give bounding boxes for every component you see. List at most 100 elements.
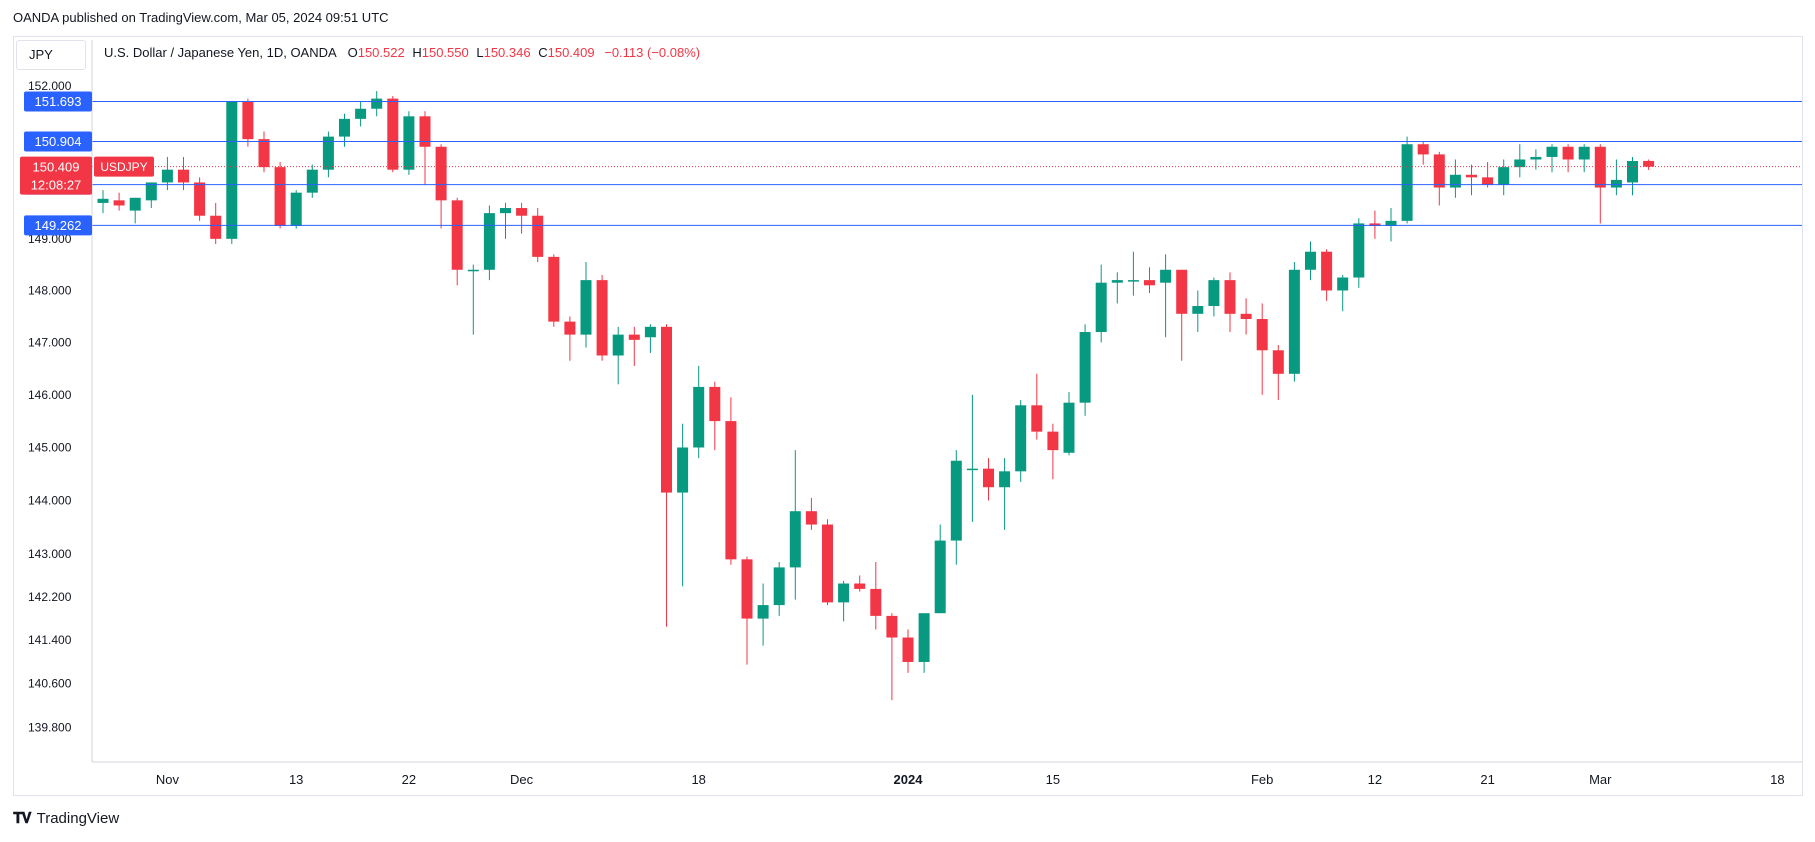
candle-body <box>1272 350 1284 374</box>
candle-body <box>210 215 222 239</box>
chart-frame <box>13 36 1803 796</box>
candle-body <box>1530 156 1542 160</box>
candle <box>290 190 302 229</box>
candle <box>1015 400 1027 482</box>
candle <box>1111 272 1123 304</box>
candle <box>1031 373 1043 440</box>
current-price-label: 150.409 <box>33 160 80 175</box>
candle <box>1369 210 1381 239</box>
legend-close-value: 150.409 <box>547 45 595 60</box>
x-tick-label: Feb <box>1251 772 1273 787</box>
candle-body <box>822 524 833 603</box>
candle <box>999 458 1011 530</box>
candle <box>1514 144 1526 178</box>
candle-body <box>1627 161 1638 183</box>
candle <box>886 613 898 701</box>
candle-body <box>789 511 801 568</box>
candle-body <box>500 208 511 214</box>
candle <box>741 556 753 665</box>
candle <box>1047 423 1059 480</box>
candle-body <box>1482 177 1494 185</box>
bar-countdown-label: 12:08:27 <box>31 178 82 193</box>
x-tick-label: Mar <box>1589 772 1612 787</box>
candle <box>451 197 463 286</box>
candle-body <box>1321 251 1333 291</box>
legend-open-label: O <box>347 45 358 60</box>
candle <box>1610 159 1622 196</box>
candle-body <box>1417 144 1429 155</box>
candle <box>210 202 222 244</box>
axis-layer: 152.000151.000150.000149.000148.000147.0… <box>28 40 1802 787</box>
candle <box>757 583 769 646</box>
candle <box>500 202 511 239</box>
candle-body <box>1401 144 1413 221</box>
candle <box>1353 218 1365 288</box>
candle <box>805 497 817 530</box>
candle-body <box>1562 146 1574 160</box>
y-tick-label: 141.400 <box>28 633 72 647</box>
candle-body <box>902 637 914 662</box>
candle-body <box>467 269 479 272</box>
candle <box>1594 144 1606 224</box>
level-price-tag <box>24 131 92 152</box>
symbol-tag-label: USDJPY <box>100 160 147 174</box>
x-tick-label: 18 <box>1770 772 1784 787</box>
candle <box>1337 274 1349 312</box>
y-tick-label: 142.200 <box>28 590 72 604</box>
candle-body <box>1079 332 1091 403</box>
candle-body <box>274 167 286 226</box>
candle <box>242 98 254 147</box>
candle-body <box>1176 269 1188 314</box>
candle-body <box>693 386 705 448</box>
symbol-search-box[interactable]: JPY <box>16 40 86 70</box>
candle <box>355 101 367 127</box>
candle-body <box>1643 160 1655 167</box>
candle-body <box>918 613 930 662</box>
y-tick-label: 148.000 <box>28 283 72 297</box>
legend-high-value: 150.550 <box>421 45 469 60</box>
candle-body <box>661 326 672 493</box>
candle-body <box>113 200 125 206</box>
footer-brand-text: TradingView <box>36 810 120 827</box>
candle-body <box>886 615 898 638</box>
candle-body <box>1353 223 1365 278</box>
candle <box>1240 298 1252 335</box>
candle <box>628 326 640 366</box>
candle-body <box>1192 306 1204 314</box>
candle <box>322 131 334 178</box>
candle-body <box>242 101 254 140</box>
candle <box>1208 277 1220 317</box>
candle-body <box>1031 405 1043 432</box>
y-tick-label: 147.000 <box>28 335 72 349</box>
candle-body <box>129 197 141 211</box>
candle <box>580 262 592 348</box>
candle <box>194 177 206 221</box>
candle <box>1256 303 1268 395</box>
candle-body <box>1610 179 1622 188</box>
candle-body <box>1063 402 1075 453</box>
candle <box>97 190 109 214</box>
candle-body <box>1240 313 1252 320</box>
candle <box>1079 324 1091 416</box>
candle <box>1498 159 1510 196</box>
candle-body <box>1127 280 1139 282</box>
candle <box>1385 208 1397 242</box>
candle <box>371 91 383 117</box>
candle-body <box>1160 269 1172 283</box>
candle-body <box>999 471 1011 488</box>
candle-body <box>1256 319 1268 351</box>
level-price-label: 150.904 <box>35 134 82 149</box>
candle-body <box>805 511 817 525</box>
candle-body <box>97 198 109 203</box>
candle <box>966 394 978 522</box>
candle-body <box>596 280 608 356</box>
candle-body <box>838 583 850 603</box>
candle <box>306 164 318 198</box>
candle <box>1224 272 1236 333</box>
candle <box>934 524 946 614</box>
x-tick-label: 12 <box>1368 772 1382 787</box>
candle <box>854 575 866 592</box>
candle-body <box>1449 174 1461 188</box>
candle-body <box>870 588 882 616</box>
